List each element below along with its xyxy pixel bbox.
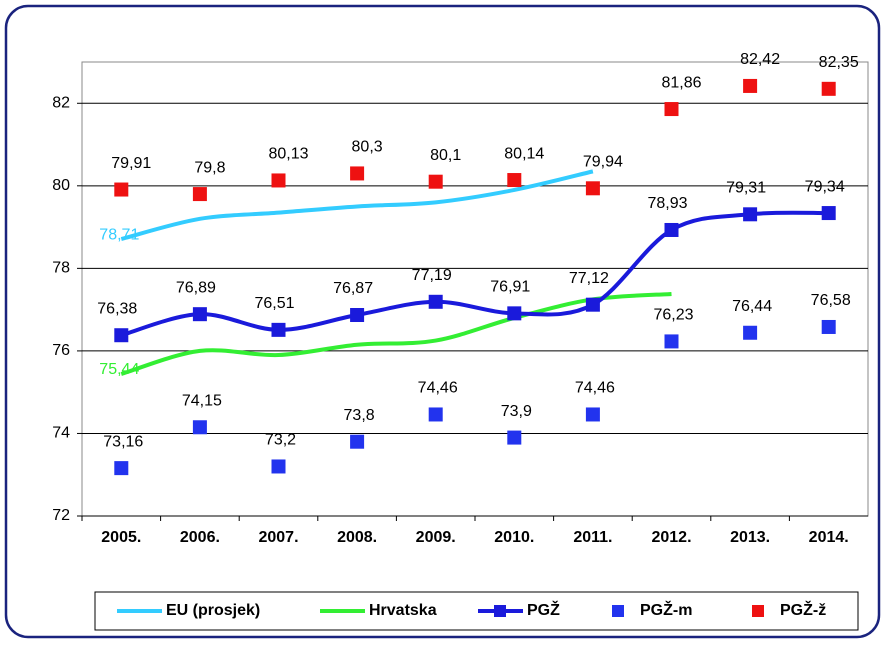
marker: [429, 295, 443, 309]
page: {"chart_data": {"type": "line", "categor…: [0, 0, 885, 648]
data-label: 73,2: [265, 432, 296, 449]
marker: [193, 187, 207, 201]
x-tick-label: 2011.: [573, 529, 612, 546]
marker: [429, 407, 443, 421]
data-label: 73,8: [344, 407, 375, 424]
marker: [272, 459, 286, 473]
data-label: 80,1: [430, 147, 461, 164]
data-label: 76,23: [653, 307, 693, 324]
marker: [822, 82, 836, 96]
legend-marker: [494, 605, 506, 617]
marker: [429, 175, 443, 189]
data-label: 78,71: [99, 226, 139, 243]
data-label: 77,19: [412, 267, 452, 284]
marker: [586, 407, 600, 421]
y-tick-label: 78: [52, 260, 70, 277]
data-label: 79,31: [726, 180, 766, 197]
marker: [586, 298, 600, 312]
data-label: 74,15: [182, 392, 222, 409]
x-tick-label: 2010.: [494, 529, 534, 546]
data-label: 80,14: [504, 145, 544, 162]
data-label: 76,58: [811, 292, 851, 309]
legend-label: Hrvatska: [369, 602, 437, 619]
data-label: 75,44: [99, 361, 139, 378]
data-label: 77,12: [569, 270, 609, 287]
y-tick-label: 82: [52, 94, 70, 111]
legend-marker: [612, 605, 624, 617]
marker: [665, 223, 679, 237]
marker: [822, 206, 836, 220]
data-label: 76,38: [97, 300, 137, 317]
data-label: 81,86: [661, 74, 701, 91]
marker: [272, 323, 286, 337]
marker: [350, 166, 364, 180]
data-label: 79,91: [111, 155, 151, 172]
data-label: 74,46: [418, 380, 458, 397]
marker: [114, 183, 128, 197]
legend-label: PGŽ-m: [640, 600, 692, 619]
data-label: 76,89: [176, 279, 216, 296]
data-label: 73,9: [501, 403, 532, 420]
marker: [743, 79, 757, 93]
y-tick-label: 80: [52, 177, 70, 194]
data-label: 80,3: [352, 139, 383, 156]
marker: [114, 328, 128, 342]
data-label: 79,94: [583, 154, 623, 171]
data-label: 79,34: [805, 178, 845, 195]
legend-label: EU (prosjek): [166, 602, 260, 619]
chart: 72 74 76 78 80 82 2005. 2006. 2007. 2008. 2009. 201…: [0, 0, 885, 643]
x-tick-label: 2013.: [730, 529, 770, 546]
x-tick-label: 2009.: [416, 529, 456, 546]
marker: [822, 320, 836, 334]
legend-marker: [752, 605, 764, 617]
x-tick-label: 2007.: [258, 529, 298, 546]
data-label: 80,13: [268, 146, 308, 163]
data-label: 79,8: [194, 159, 225, 176]
data-label: 76,87: [333, 280, 373, 297]
marker: [193, 307, 207, 321]
marker: [665, 334, 679, 348]
marker: [272, 173, 286, 187]
y-tick-label: 74: [52, 425, 70, 442]
x-tick-label: 2006.: [180, 529, 220, 546]
x-tick-label: 2005.: [101, 529, 141, 546]
data-label: 82,42: [740, 51, 780, 68]
y-tick-label: 72: [52, 507, 70, 524]
marker: [507, 173, 521, 187]
data-label: 82,35: [819, 54, 859, 71]
data-label: 78,93: [647, 195, 687, 212]
marker: [114, 461, 128, 475]
marker: [350, 435, 364, 449]
data-label: 73,16: [103, 433, 143, 450]
marker: [507, 431, 521, 445]
y-tick-label: 76: [52, 342, 70, 359]
x-tick-label: 2014.: [809, 529, 849, 546]
legend-label: PGŽ-ž: [780, 600, 826, 619]
marker: [350, 308, 364, 322]
marker: [743, 207, 757, 221]
marker: [193, 420, 207, 434]
x-tick-label: 2008.: [337, 529, 377, 546]
data-label: 76,91: [490, 279, 530, 296]
marker: [743, 326, 757, 340]
data-label: 76,44: [732, 298, 772, 315]
data-label: 74,46: [575, 380, 615, 397]
data-label: 76,51: [254, 295, 294, 312]
marker: [665, 102, 679, 116]
legend-label: PGŽ: [527, 600, 560, 619]
x-tick-label: 2012.: [651, 529, 691, 546]
marker: [586, 181, 600, 195]
marker: [507, 306, 521, 320]
